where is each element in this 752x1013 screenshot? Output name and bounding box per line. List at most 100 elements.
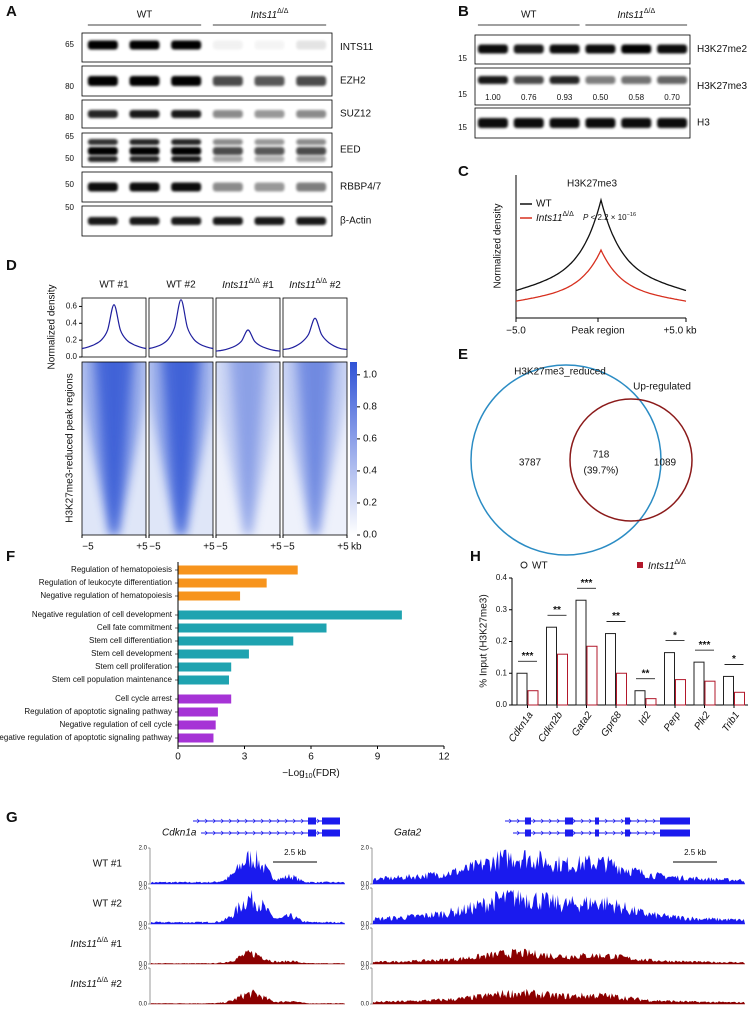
panel-label: C bbox=[458, 163, 469, 180]
category-label: Negative regulation of cell cycle bbox=[59, 720, 172, 729]
strand-arrow bbox=[516, 830, 521, 836]
strand-arrow bbox=[204, 818, 209, 824]
mw-marker: 15 bbox=[458, 54, 467, 63]
blot-frame bbox=[474, 34, 691, 65]
strand-arrow bbox=[540, 830, 545, 836]
strand-arrow bbox=[652, 818, 657, 824]
x-axis-label: Peak region bbox=[571, 326, 624, 337]
blot-label: INTS11 bbox=[340, 42, 374, 53]
x-axis-label: −Log10(FDR) bbox=[282, 768, 340, 781]
group-label: Ints11Δ/Δ bbox=[617, 8, 655, 20]
gene-name: Gata2 bbox=[394, 828, 422, 839]
group-label-sup: Δ/Δ bbox=[277, 8, 289, 15]
legend-label-sup: Δ/Δ bbox=[675, 559, 687, 566]
p-value-text: < 2.2 × 10 bbox=[588, 213, 627, 222]
track-label-sup: Δ/Δ bbox=[97, 977, 109, 984]
track-label-rest: #1 bbox=[108, 939, 122, 950]
strand-arrow bbox=[228, 818, 233, 824]
band bbox=[296, 40, 327, 50]
subplot-title: Ints11Δ/Δ #1 bbox=[222, 278, 274, 290]
band bbox=[171, 40, 202, 50]
strand-arrow bbox=[580, 830, 585, 836]
track-label-gene: Ints11 bbox=[70, 939, 97, 950]
blot-frame bbox=[81, 205, 333, 237]
band bbox=[87, 76, 118, 86]
colorbar-label: 0.0 bbox=[363, 530, 377, 541]
strand-arrow bbox=[300, 830, 305, 836]
heatmap bbox=[283, 362, 347, 535]
band bbox=[657, 118, 688, 128]
y-tick-label: 0.0 bbox=[496, 700, 508, 709]
bar bbox=[178, 707, 218, 717]
band bbox=[621, 118, 652, 128]
subplot-title: Ints11Δ/Δ #2 bbox=[289, 278, 341, 290]
count: (39.7%) bbox=[583, 466, 618, 477]
band bbox=[212, 139, 243, 145]
band bbox=[513, 76, 544, 84]
y-tick-label: 0.0 bbox=[66, 352, 78, 361]
profile-frame bbox=[148, 297, 214, 358]
x-tick-label: Plk2 bbox=[692, 710, 712, 733]
blot-label: SUZ12 bbox=[340, 109, 372, 120]
y-axis-label: Normalized density bbox=[47, 284, 58, 369]
subplot-title-sup: Δ/Δ bbox=[249, 278, 261, 285]
band bbox=[296, 147, 327, 155]
bar bbox=[704, 680, 716, 706]
quantification: 0.93 bbox=[557, 93, 573, 102]
strand-arrow bbox=[620, 818, 625, 824]
bar bbox=[516, 672, 528, 706]
blot-label: H3 bbox=[697, 118, 710, 129]
bar bbox=[178, 733, 214, 743]
band bbox=[87, 40, 118, 50]
strand-arrow bbox=[292, 818, 297, 824]
bar bbox=[178, 636, 294, 646]
p-value-sup: −16 bbox=[627, 212, 637, 218]
exon bbox=[595, 829, 599, 837]
band bbox=[171, 76, 202, 86]
heat-layer bbox=[296, 362, 334, 535]
strand-arrow bbox=[644, 818, 649, 824]
subplot-title-rest: #1 bbox=[260, 280, 274, 291]
y-axis-label: % Input (H3K27me3) bbox=[479, 594, 490, 687]
y-tick-label: 2.0 bbox=[139, 926, 148, 932]
group-label: WT bbox=[521, 10, 537, 21]
x-tick-label: +5 bbox=[136, 542, 148, 553]
band bbox=[477, 44, 508, 54]
bar bbox=[645, 698, 657, 706]
bar bbox=[723, 675, 734, 706]
panel-label: A bbox=[6, 3, 17, 20]
y-tick-label: 0.2 bbox=[66, 335, 78, 344]
track-label-gene: Ints11 bbox=[70, 979, 97, 990]
signal-track bbox=[373, 988, 745, 1004]
signal-track bbox=[151, 889, 345, 924]
colorbar bbox=[350, 362, 357, 535]
band bbox=[585, 118, 616, 128]
colorbar-label: 0.4 bbox=[363, 466, 377, 477]
mw-marker: 65 bbox=[65, 132, 74, 141]
band bbox=[254, 76, 285, 86]
category-label: Negative regulation of apoptotic signali… bbox=[0, 733, 172, 742]
group-label: WT bbox=[137, 10, 153, 21]
band bbox=[212, 40, 243, 50]
count: 718 bbox=[593, 450, 610, 461]
y-tick-label: 0.0 bbox=[139, 1002, 148, 1008]
density-line bbox=[148, 299, 214, 350]
legend-label: Ints11Δ/Δ bbox=[536, 211, 574, 223]
band bbox=[129, 40, 160, 50]
strand-arrow bbox=[636, 818, 641, 824]
bar bbox=[693, 661, 705, 706]
bar bbox=[546, 626, 557, 706]
signal-track bbox=[373, 948, 745, 964]
signal-track bbox=[151, 949, 345, 964]
x-tick-label: −5 bbox=[283, 542, 295, 553]
band bbox=[296, 182, 327, 192]
y-tick-label: 2.0 bbox=[361, 926, 370, 932]
bar bbox=[586, 645, 598, 706]
track-label: Ints11Δ/Δ #1 bbox=[70, 937, 122, 949]
strand-arrow bbox=[228, 830, 233, 836]
x-tick-label: Cdkn2b bbox=[536, 710, 565, 745]
band bbox=[212, 217, 243, 225]
blot-frame bbox=[81, 32, 333, 63]
band bbox=[254, 40, 285, 50]
band bbox=[254, 217, 285, 225]
